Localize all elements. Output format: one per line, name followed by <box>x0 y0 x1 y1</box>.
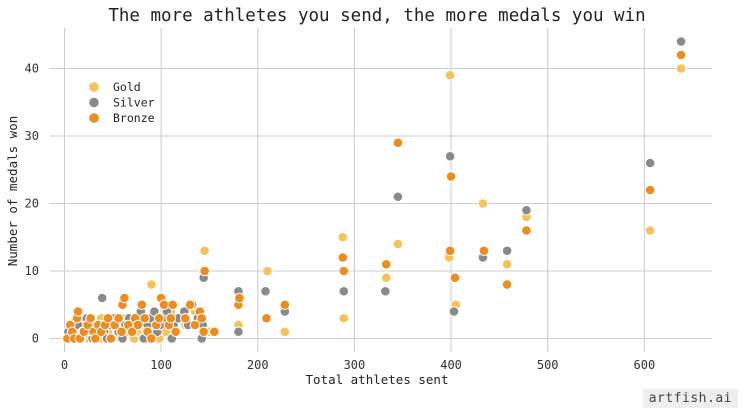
data-point-bronze <box>170 326 181 338</box>
data-point-gold <box>262 265 273 277</box>
y-tick-label: 0 <box>32 332 39 346</box>
data-point-gold <box>146 279 157 290</box>
data-point-bronze <box>199 265 210 277</box>
x-tick-label: 300 <box>344 358 366 372</box>
data-point-silver <box>260 285 271 297</box>
data-point-gold <box>675 63 687 74</box>
data-point-silver <box>675 36 687 47</box>
tick-labels: 0 100 200 300 400 500 600 0 10 20 30 40 <box>25 62 656 373</box>
data-point-bronze <box>189 319 201 331</box>
data-point-bronze <box>644 184 656 196</box>
data-point-bronze <box>119 292 130 304</box>
data-point-bronze <box>102 312 114 324</box>
data-point-bronze <box>478 245 490 257</box>
data-point-gold <box>279 326 291 338</box>
data-point-bronze <box>184 299 196 311</box>
data-point-silver <box>448 306 460 317</box>
legend-label-silver: Silver <box>113 96 155 110</box>
data-point-bronze <box>449 272 461 284</box>
data-point-gold <box>644 225 656 236</box>
chart-title: The more athletes you send, the more med… <box>108 6 645 26</box>
data-point-silver <box>338 285 350 297</box>
data-point-gold <box>444 69 456 81</box>
legend-marker-gold <box>89 82 99 92</box>
data-point-bronze <box>90 333 101 344</box>
data-point-bronze <box>234 292 245 304</box>
legend-label-bronze: Bronze <box>113 111 155 125</box>
data-point-bronze <box>338 265 350 277</box>
data-point-bronze <box>165 312 177 324</box>
data-point-gold <box>381 272 392 284</box>
data-point-bronze <box>445 171 457 182</box>
data-points <box>62 36 687 344</box>
x-tick-label: 0 <box>61 358 68 372</box>
data-point-bronze <box>208 326 220 338</box>
data-point-silver <box>392 191 404 203</box>
legend-label-gold: Gold <box>113 80 141 94</box>
data-point-bronze <box>337 252 349 263</box>
data-point-bronze <box>279 299 291 311</box>
data-point-bronze <box>675 49 687 61</box>
data-point-gold <box>501 258 513 270</box>
data-point-bronze <box>132 319 144 331</box>
data-point-silver <box>380 285 391 297</box>
data-point-gold <box>477 198 489 209</box>
data-point-bronze <box>392 137 404 149</box>
y-tick-label: 20 <box>25 197 39 211</box>
data-point-gold <box>337 231 349 243</box>
data-point-gold <box>392 238 404 250</box>
data-point-silver <box>521 204 532 216</box>
legend-marker-bronze <box>89 113 99 123</box>
data-point-silver <box>96 292 108 304</box>
x-tick-label: 200 <box>247 358 269 372</box>
data-point-bronze <box>196 312 208 324</box>
data-point-bronze <box>521 225 532 236</box>
data-point-gold <box>338 312 350 324</box>
x-tick-label: 500 <box>537 358 559 372</box>
x-tick-label: 600 <box>634 358 656 372</box>
data-point-bronze <box>116 326 127 338</box>
series-bronze <box>62 49 687 344</box>
data-point-bronze <box>167 299 179 311</box>
y-tick-label: 10 <box>25 264 39 278</box>
data-point-bronze <box>381 258 392 270</box>
x-axis-label: Total athletes sent <box>306 372 449 387</box>
y-tick-label: 40 <box>25 62 39 76</box>
data-point-bronze <box>501 279 513 290</box>
data-point-bronze <box>85 312 96 324</box>
data-point-silver <box>501 245 513 257</box>
data-point-bronze <box>179 312 191 324</box>
data-point-bronze <box>146 333 157 344</box>
data-point-bronze <box>261 312 272 324</box>
data-point-gold <box>199 245 210 257</box>
data-point-silver <box>444 150 456 162</box>
data-point-bronze <box>139 312 151 324</box>
watermark: artfish.ai <box>642 389 738 408</box>
legend-marker-silver <box>89 97 99 108</box>
data-point-silver <box>233 326 244 338</box>
data-point-silver <box>644 157 656 169</box>
data-point-bronze <box>444 245 456 257</box>
y-axis-label: Number of medals won <box>5 116 20 267</box>
grid <box>50 28 712 352</box>
data-point-bronze <box>158 299 170 311</box>
y-tick-label: 30 <box>25 129 39 143</box>
data-point-bronze <box>126 326 138 338</box>
data-point-bronze <box>136 299 148 311</box>
data-point-bronze <box>105 333 117 344</box>
x-tick-label: 400 <box>440 358 462 372</box>
data-point-bronze <box>113 312 124 324</box>
data-point-bronze <box>153 312 165 324</box>
data-point-bronze <box>198 326 209 338</box>
data-point-bronze <box>72 306 84 317</box>
x-tick-label: 100 <box>150 358 172 372</box>
